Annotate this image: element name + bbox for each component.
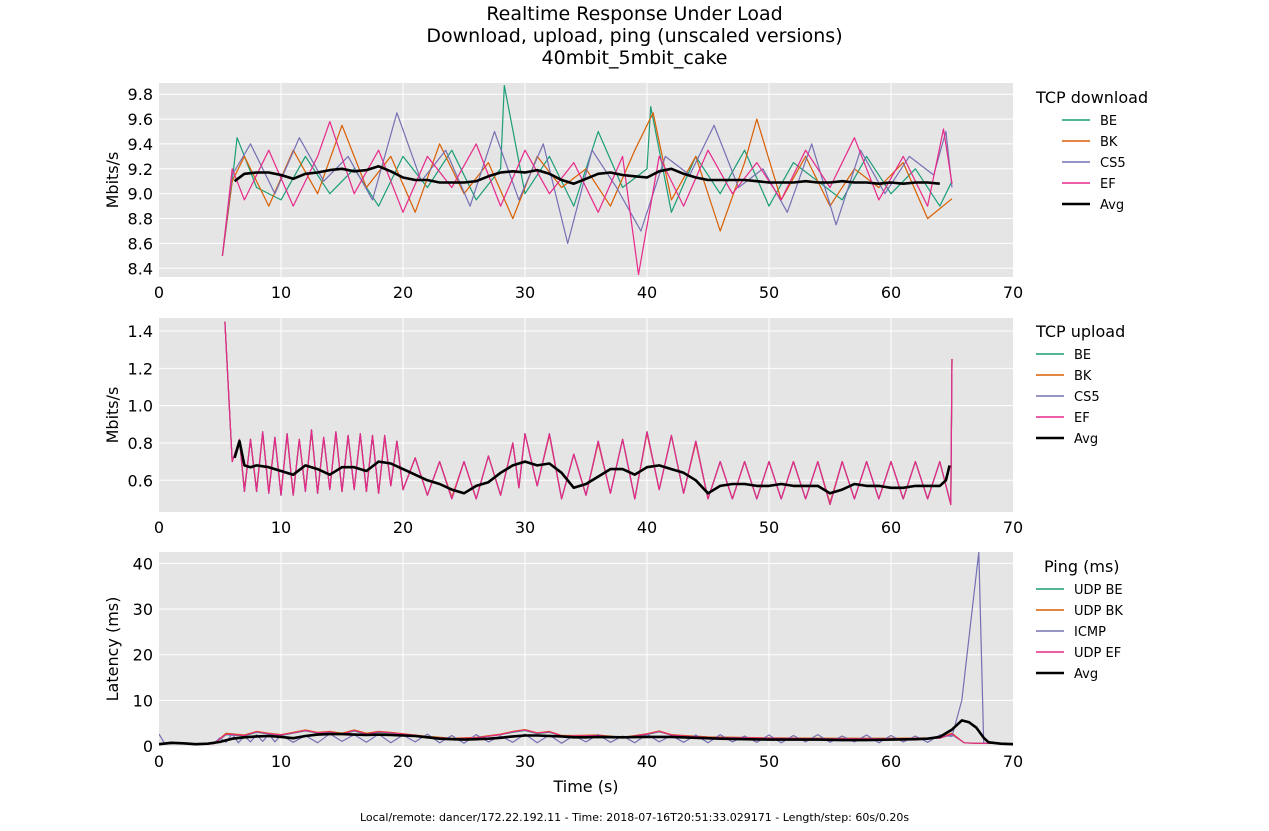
- ping-legend-label: UDP EF: [1074, 646, 1121, 661]
- ping-legend-label: ICMP: [1074, 625, 1106, 640]
- ping-x-tick-label: 70: [1003, 752, 1023, 771]
- upload-legend-label: BE: [1074, 348, 1091, 363]
- download-series-group: [221, 84, 953, 276]
- chart-title-line-2: Download, upload, ping (unscaled version…: [426, 25, 843, 47]
- download-x-tick-label: 70: [1003, 283, 1023, 302]
- download-series-avg: [233, 165, 940, 185]
- ping-legend-label: UDP BE: [1074, 583, 1123, 598]
- download-legend-label: Avg: [1100, 198, 1124, 213]
- download-y-tick-label: 8.6: [128, 234, 153, 253]
- upload-y-tick-label: 1.2: [128, 359, 153, 378]
- upload-legend-title: TCP upload: [1035, 322, 1125, 341]
- ping-x-tick-label: 50: [759, 752, 779, 771]
- ping-y-tick-label: 0: [143, 737, 153, 756]
- download-y-tick-label: 8.8: [128, 210, 153, 229]
- download-x-tick-label: 60: [881, 283, 901, 302]
- upload-series-group: [224, 321, 953, 506]
- ping-y-tick-label: 30: [133, 600, 153, 619]
- ping-y-axis-label: Latency (ms): [103, 597, 122, 702]
- chart-title-line-3: 40mbit_5mbit_cake: [541, 47, 728, 69]
- download-x-tick-label: 50: [759, 283, 779, 302]
- upload-x-tick-label: 30: [515, 518, 535, 537]
- download-y-tick-label: 9.2: [128, 160, 153, 179]
- download-x-tick-label: 30: [515, 283, 535, 302]
- ping-plot-area: [159, 552, 1013, 746]
- ping-legend: Ping (ms) UDP BE UDP BK ICMP UDP EF Avg: [1036, 557, 1123, 682]
- upload-y-tick-label: 0.8: [128, 434, 153, 453]
- download-x-tick-label: 40: [637, 283, 657, 302]
- upload-x-tick-label: 70: [1003, 518, 1023, 537]
- upload-x-tick-label: 50: [759, 518, 779, 537]
- ping-y-tick-label: 40: [133, 554, 153, 573]
- upload-y-tick-label: 0.6: [128, 471, 153, 490]
- ping-y-tick-label: 20: [133, 646, 153, 665]
- upload-legend-label: CS5: [1074, 390, 1100, 405]
- ping-x-tick-label: 30: [515, 752, 535, 771]
- ping-x-tick-label: 60: [881, 752, 901, 771]
- download-x-tick-label: 10: [271, 283, 291, 302]
- download-y-tick-label: 9.8: [128, 85, 153, 104]
- download-legend-label: EF: [1100, 177, 1116, 192]
- ping-legend-label: Avg: [1074, 667, 1098, 682]
- upload-legend-label: BK: [1074, 369, 1092, 384]
- upload-panel: 0 10 20 30 40 50 60 70 0.6 0.8 1.0 1.2 1.4 Mbits/s TCP…: [103, 318, 1125, 537]
- upload-x-tick-label: 40: [637, 518, 657, 537]
- upload-y-axis-label: Mbits/s: [103, 387, 122, 444]
- download-y-tick-label: 9.4: [128, 135, 153, 154]
- upload-y-tick-label: 1.0: [128, 397, 153, 416]
- upload-x-tick-label: 0: [154, 518, 164, 537]
- download-y-tick-label: 9.0: [128, 185, 153, 204]
- download-series-cs5: [221, 112, 953, 256]
- ping-x-tick-label: 10: [271, 752, 291, 771]
- download-series-ef: [221, 120, 953, 276]
- ping-series-avg: [159, 719, 1013, 746]
- upload-legend: TCP upload BE BK CS5 EF Avg: [1035, 322, 1125, 447]
- download-y-tick-label: 9.6: [128, 110, 153, 129]
- upload-x-tick-label: 60: [881, 518, 901, 537]
- download-legend-label: CS5: [1100, 156, 1126, 171]
- ping-series-group: [159, 552, 1013, 746]
- ping-x-tick-label: 40: [637, 752, 657, 771]
- download-legend: TCP download BE BK CS5 EF Avg: [1035, 88, 1148, 213]
- upload-x-tick-label: 20: [393, 518, 413, 537]
- footer-metadata: Local/remote: dancer/172.22.192.11 - Tim…: [359, 811, 910, 824]
- upload-x-tick-label: 10: [271, 518, 291, 537]
- download-x-tick-label: 0: [154, 283, 164, 302]
- ping-y-tick-label: 10: [133, 691, 153, 710]
- download-legend-label: BK: [1100, 135, 1118, 150]
- ping-x-tick-label: 0: [154, 752, 164, 771]
- upload-legend-label: Avg: [1074, 432, 1098, 447]
- download-legend-title: TCP download: [1035, 88, 1148, 107]
- ping-x-axis-label: Time (s): [552, 777, 618, 796]
- chart-title-line-1: Realtime Response Under Load: [486, 3, 783, 25]
- upload-legend-label: EF: [1074, 411, 1090, 426]
- download-y-axis-label: Mbits/s: [103, 152, 122, 209]
- upload-series-avg: [233, 439, 951, 495]
- download-panel: 0 10 20 30 40 50 60 70 8.4 8.6 8.8 9.0 9.2 9.4 9.6 9.8 M…: [103, 83, 1148, 302]
- upload-plot-area: [159, 318, 1013, 512]
- ping-legend-title: Ping (ms): [1044, 557, 1120, 576]
- download-legend-label: BE: [1100, 114, 1117, 129]
- download-y-tick-label: 8.4: [128, 259, 153, 278]
- ping-x-tick-label: 20: [393, 752, 413, 771]
- ping-legend-label: UDP BK: [1074, 604, 1123, 619]
- download-x-tick-label: 20: [393, 283, 413, 302]
- ping-panel: 0 10 20 30 40 50 60 70 0 10 20 30 40 Latency (ms) Time…: [103, 552, 1123, 796]
- upload-y-tick-label: 1.4: [128, 322, 153, 341]
